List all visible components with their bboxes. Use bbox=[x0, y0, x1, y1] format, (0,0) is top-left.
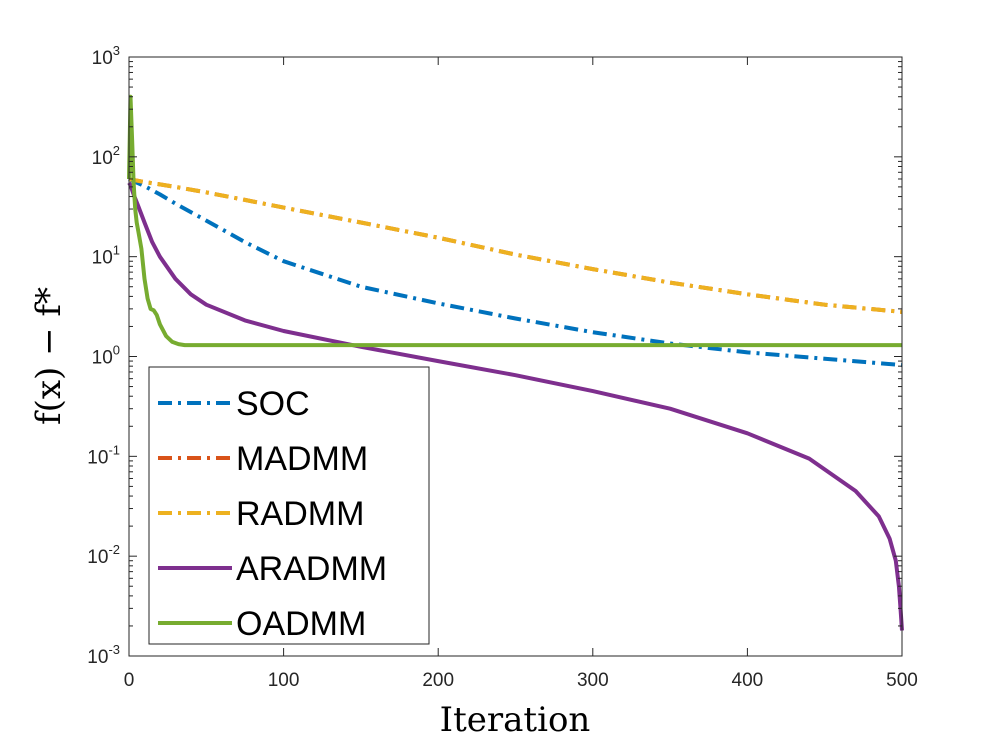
y-tick-label: 10-3 bbox=[87, 642, 120, 668]
legend-label-radmm: RADMM bbox=[236, 495, 364, 533]
y-axis-title: f(x) − f* bbox=[29, 287, 69, 425]
y-tick-label: 101 bbox=[92, 243, 120, 269]
axis-ticks: 0 100 200 300 400 500 10-3 10-2 10-1 100 101 102 103 bbox=[87, 43, 918, 691]
x-tick-label: 0 bbox=[124, 670, 135, 691]
legend-box bbox=[148, 366, 430, 645]
series-layer bbox=[127, 94, 904, 631]
legend-items: SOC MADMM RADMM ARADMM OADMM bbox=[158, 385, 387, 643]
x-tick-label: 400 bbox=[732, 670, 764, 691]
x-tick-label: 300 bbox=[577, 670, 609, 691]
x-tick-label: 500 bbox=[886, 670, 918, 691]
y-tick-label: 102 bbox=[92, 143, 120, 169]
x-tick-label: 200 bbox=[422, 670, 454, 691]
legend-label-oadmm: OADMM bbox=[236, 605, 366, 643]
y-tick-label: 100 bbox=[92, 343, 120, 369]
y-tick-label: 10-1 bbox=[87, 442, 120, 468]
x-tick-label: 100 bbox=[268, 670, 300, 691]
y-tick-label: 103 bbox=[92, 43, 120, 69]
legend-label-madmm: MADMM bbox=[236, 440, 368, 478]
series-line-oadmm bbox=[127, 94, 902, 348]
x-axis-title: Iteration bbox=[440, 700, 591, 740]
series-line-aradmm bbox=[127, 181, 904, 631]
y-tick-label: 10-2 bbox=[87, 542, 120, 568]
series-line-soc bbox=[128, 177, 903, 368]
legend-label-soc: SOC bbox=[236, 385, 310, 423]
series-line-radmm bbox=[128, 177, 903, 314]
legend: SOC MADMM RADMM ARADMM OADMM bbox=[148, 366, 430, 645]
legend-label-aradmm: ARADMM bbox=[236, 550, 387, 588]
